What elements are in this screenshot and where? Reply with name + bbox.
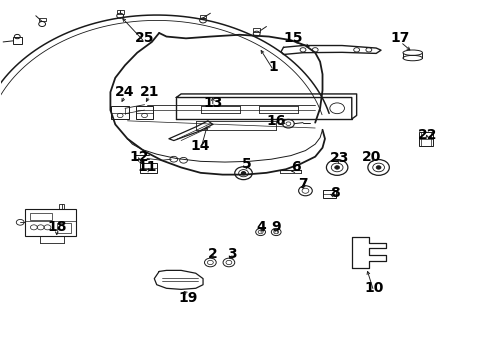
Text: 4: 4 bbox=[256, 220, 266, 234]
Bar bbox=[253, 28, 260, 32]
Bar bbox=[111, 107, 129, 119]
Text: 10: 10 bbox=[363, 280, 383, 294]
Circle shape bbox=[241, 172, 245, 175]
Bar bbox=[39, 18, 45, 22]
Text: 2: 2 bbox=[207, 247, 217, 261]
Text: 18: 18 bbox=[47, 220, 66, 234]
Bar bbox=[30, 213, 52, 220]
Text: 11: 11 bbox=[137, 161, 157, 175]
Text: 1: 1 bbox=[268, 60, 278, 74]
Text: 9: 9 bbox=[271, 220, 281, 234]
Text: 21: 21 bbox=[140, 85, 159, 99]
Text: 6: 6 bbox=[290, 161, 300, 175]
Text: 19: 19 bbox=[179, 291, 198, 305]
Bar bbox=[117, 10, 123, 14]
Text: 17: 17 bbox=[390, 31, 409, 45]
Text: 16: 16 bbox=[266, 114, 285, 128]
Bar bbox=[418, 132, 432, 146]
Bar bbox=[57, 223, 71, 233]
Bar bbox=[59, 204, 64, 209]
Bar bbox=[323, 190, 335, 198]
Bar bbox=[199, 15, 206, 18]
Bar bbox=[136, 107, 153, 119]
Text: 22: 22 bbox=[417, 128, 436, 142]
Text: 24: 24 bbox=[115, 85, 135, 99]
Text: 12: 12 bbox=[130, 150, 149, 164]
Bar bbox=[13, 37, 21, 44]
Text: 15: 15 bbox=[283, 31, 303, 45]
Bar bbox=[25, 209, 76, 235]
Text: 25: 25 bbox=[135, 31, 154, 45]
Text: 14: 14 bbox=[190, 139, 210, 153]
Text: 13: 13 bbox=[203, 96, 222, 110]
Bar bbox=[140, 163, 157, 173]
Circle shape bbox=[375, 166, 380, 169]
Text: 23: 23 bbox=[329, 152, 348, 166]
Text: 20: 20 bbox=[361, 150, 380, 164]
Text: 8: 8 bbox=[329, 185, 339, 199]
Text: 3: 3 bbox=[227, 247, 237, 261]
Text: 7: 7 bbox=[298, 177, 307, 190]
Text: 5: 5 bbox=[242, 157, 251, 171]
Circle shape bbox=[334, 166, 339, 169]
